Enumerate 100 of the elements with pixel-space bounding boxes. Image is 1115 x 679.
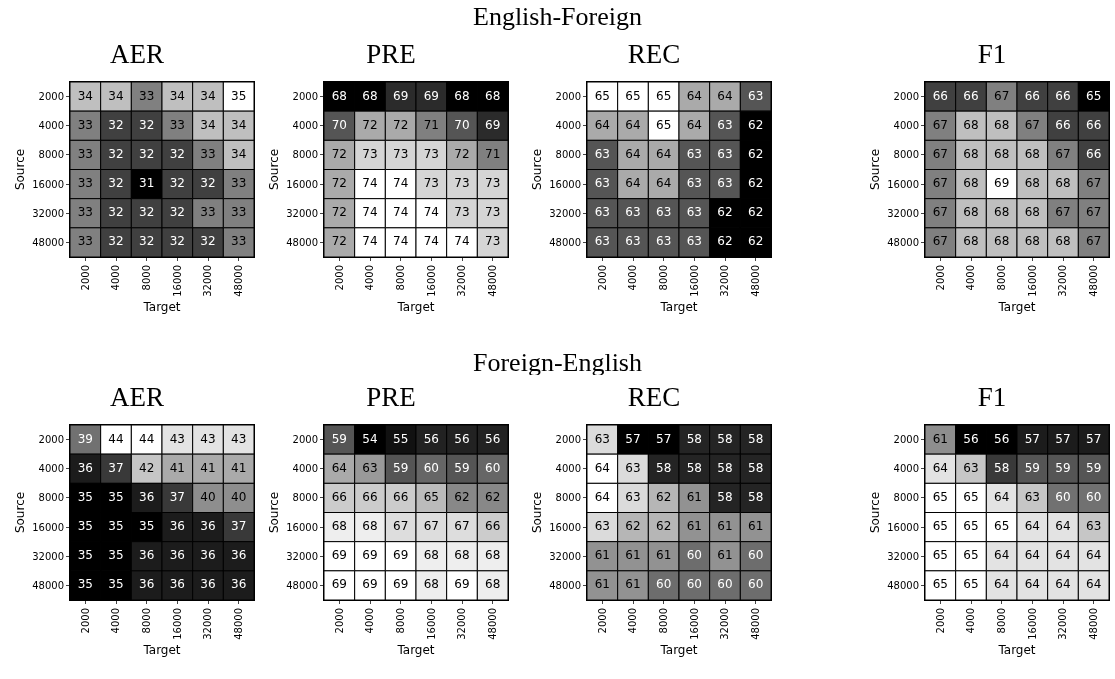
data-label: 64 xyxy=(656,146,672,161)
data-label: 68 xyxy=(963,205,979,220)
data-label: 61 xyxy=(625,577,641,592)
data-label: 44 xyxy=(108,431,124,446)
x-axis-title: Target xyxy=(997,299,1036,314)
data-label: 64 xyxy=(686,117,702,132)
data-label: 64 xyxy=(1024,577,1040,592)
x-tick-label: 16000 xyxy=(688,608,700,640)
data-label: 62 xyxy=(454,489,470,504)
data-label: 41 xyxy=(200,460,216,475)
data-label: 73 xyxy=(393,146,409,161)
data-label: 58 xyxy=(748,460,764,475)
data-label: 67 xyxy=(1024,117,1040,132)
data-label: 60 xyxy=(686,577,702,592)
data-label: 64 xyxy=(1086,577,1102,592)
y-tick-label: 32000 xyxy=(286,207,318,219)
data-label: 32 xyxy=(169,146,185,161)
y-tick-label: 16000 xyxy=(887,521,919,533)
data-label: 74 xyxy=(393,176,409,191)
x-tick-label: 2000 xyxy=(934,265,946,291)
data-label: 73 xyxy=(362,146,378,161)
data-label: 67 xyxy=(932,117,948,132)
data-label: 37 xyxy=(231,519,247,534)
x-tick-label: 32000 xyxy=(456,265,468,297)
data-label: 73 xyxy=(423,176,439,191)
data-label: 72 xyxy=(331,205,347,220)
data-label: 56 xyxy=(423,431,439,446)
data-label: 60 xyxy=(656,577,672,592)
data-label: 63 xyxy=(686,205,702,220)
data-label: 64 xyxy=(1055,548,1071,563)
y-tick-label: 48000 xyxy=(32,236,64,248)
x-tick-label: 16000 xyxy=(688,265,700,297)
x-tick-label: 4000 xyxy=(364,608,376,634)
data-label: 32 xyxy=(200,234,216,249)
data-label: 31 xyxy=(139,176,155,191)
data-label: 63 xyxy=(625,234,641,249)
data-label: 40 xyxy=(200,489,216,504)
data-label: 64 xyxy=(994,577,1010,592)
data-label: 56 xyxy=(994,431,1010,446)
data-label: 59 xyxy=(1086,460,1102,475)
x-tick-label: 4000 xyxy=(110,608,122,634)
y-tick-label: 8000 xyxy=(292,492,318,504)
data-label: 67 xyxy=(932,176,948,191)
data-label: 67 xyxy=(1086,205,1102,220)
data-label: 36 xyxy=(139,489,155,504)
data-label: 63 xyxy=(686,234,702,249)
data-label: 68 xyxy=(1024,146,1040,161)
y-tick-label: 8000 xyxy=(38,492,64,504)
data-label: 63 xyxy=(686,176,702,191)
y-axis-title: Source xyxy=(267,491,282,534)
data-label: 66 xyxy=(485,519,501,534)
data-label: 64 xyxy=(625,176,641,191)
y-tick-label: 2000 xyxy=(38,91,64,103)
data-label: 65 xyxy=(932,489,948,504)
x-tick-label: 2000 xyxy=(79,265,91,291)
data-label: 69 xyxy=(393,577,409,592)
data-label: 32 xyxy=(139,146,155,161)
x-tick-label: 4000 xyxy=(965,265,977,291)
data-label: 65 xyxy=(932,548,948,563)
data-label: 73 xyxy=(485,234,501,249)
x-tick-label: 32000 xyxy=(1057,265,1069,297)
data-label: 32 xyxy=(139,205,155,220)
data-label: 67 xyxy=(1055,146,1071,161)
data-label: 62 xyxy=(748,234,764,249)
data-label: 35 xyxy=(108,548,124,563)
data-label: 36 xyxy=(169,548,185,563)
data-label: 33 xyxy=(231,205,247,220)
data-label: 69 xyxy=(362,548,378,563)
data-label: 42 xyxy=(139,460,155,475)
y-tick-label: 48000 xyxy=(549,236,581,248)
data-label: 33 xyxy=(231,234,247,249)
data-label: 68 xyxy=(485,577,501,592)
x-tick-label: 32000 xyxy=(719,608,731,640)
data-label: 61 xyxy=(625,548,641,563)
data-label: 40 xyxy=(231,489,247,504)
data-label: 36 xyxy=(77,460,93,475)
data-label: 68 xyxy=(423,548,439,563)
chart-title: REC xyxy=(627,38,681,69)
data-label: 58 xyxy=(994,460,1010,475)
y-tick-label: 4000 xyxy=(38,120,64,132)
chart-title: AER xyxy=(110,38,164,69)
chart-title: PRE xyxy=(366,381,416,412)
data-label: 33 xyxy=(77,176,93,191)
data-label: 64 xyxy=(994,489,1010,504)
data-label: 34 xyxy=(108,88,124,103)
data-label: 59 xyxy=(1024,460,1040,475)
data-label: 59 xyxy=(331,431,347,446)
data-label: 33 xyxy=(77,146,93,161)
data-label: 68 xyxy=(423,577,439,592)
data-label: 62 xyxy=(656,489,672,504)
y-tick-label: 4000 xyxy=(38,463,64,475)
data-label: 56 xyxy=(485,431,501,446)
data-label: 32 xyxy=(108,234,124,249)
data-label: 64 xyxy=(594,460,610,475)
y-tick-label: 4000 xyxy=(292,463,318,475)
x-axis-title: Target xyxy=(142,642,181,657)
data-label: 57 xyxy=(625,431,641,446)
data-label: 61 xyxy=(656,548,672,563)
y-tick-label: 16000 xyxy=(32,178,64,190)
data-label: 59 xyxy=(1055,460,1071,475)
